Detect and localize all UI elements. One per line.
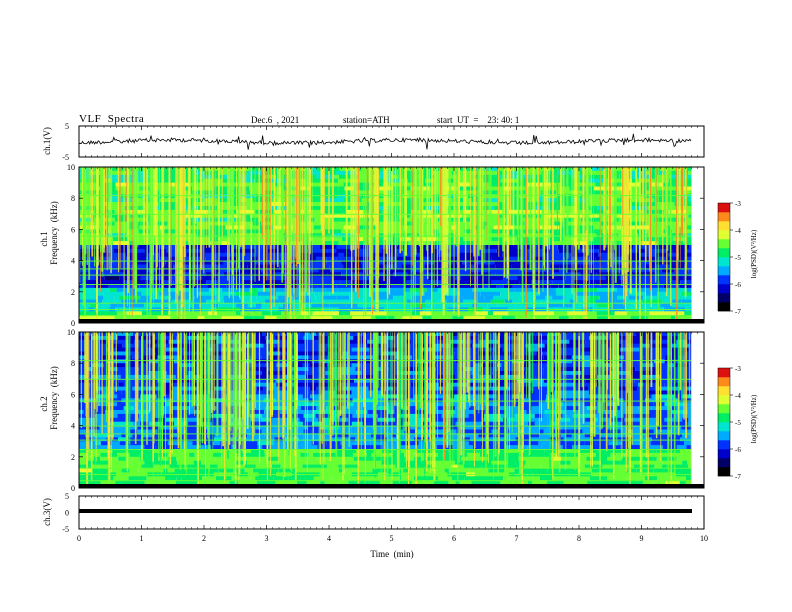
tick-label: -5: [62, 153, 69, 162]
tick-label: 4: [327, 534, 331, 543]
ch1-spectrogram-channel-label: ch.1: [39, 231, 49, 247]
tick-label: 6: [452, 534, 456, 543]
colorbar-tick-label: -7: [735, 308, 741, 316]
colorbar-tick-label: -3: [735, 200, 741, 208]
ch2-spectrogram-ylabel: Frequency (kHz): [49, 366, 59, 430]
x-axis-label: Time (min): [370, 549, 414, 559]
ch2-colorbar: -3 -4 -5 -6 -7: [717, 365, 741, 481]
tick-label: 5: [65, 492, 69, 501]
ch2-colorbar-label: log(PSD)(V²/Hz): [750, 394, 758, 444]
tick-label: 3: [265, 534, 269, 543]
tick-label: 4: [71, 257, 75, 266]
colorbar-tick-label: -6: [735, 281, 741, 289]
ch1-spectrogram-panel: [78, 166, 705, 324]
station-label: station=ATH: [343, 115, 390, 125]
ch1-waveform-ylabel: ch.1(V): [42, 127, 52, 155]
colorbar-tick-label: -6: [735, 446, 741, 454]
ch2-spectrogram-image: [79, 332, 704, 489]
tick-label: 10: [67, 163, 75, 172]
ch1-spectrogram-ylabel: Frequency (kHz): [49, 201, 59, 265]
tick-label: 1: [140, 534, 144, 543]
tick-label: 0: [71, 319, 75, 328]
ch1-waveform-panel: [78, 125, 705, 158]
colorbar-tick-label: -3: [735, 365, 741, 373]
ch2-spectrogram-panel: [78, 331, 705, 489]
tick-label: 0: [71, 484, 75, 493]
tick-label: 2: [202, 534, 206, 543]
colorbar-tick-label: -4: [735, 227, 741, 235]
date-label: Dec.6 , 2021: [251, 115, 300, 125]
tick-label: 8: [71, 194, 75, 203]
colorbar-tick-label: -4: [735, 392, 741, 400]
colorbar-tick-label: -5: [735, 254, 741, 262]
tick-label: 6: [71, 390, 75, 399]
colorbar-tick-label: -7: [735, 473, 741, 481]
ch3-waveform-ylabel: ch.3(V): [42, 498, 52, 526]
colorbar-tick-label: -5: [735, 419, 741, 427]
ch1-waveform-line: [78, 133, 692, 150]
tick-label: 4: [71, 422, 75, 431]
tick-label: 5: [390, 534, 394, 543]
tick-label: 0: [77, 534, 81, 543]
tick-label: 2: [71, 453, 75, 462]
figure-title: VLF Spectra: [79, 113, 145, 125]
tick-label: 0: [65, 509, 69, 518]
tick-label: 10: [700, 534, 708, 543]
tick-label: 8: [577, 534, 581, 543]
ch1-colorbar-label: log(PSD)(V²/Hz): [750, 229, 758, 279]
ch1-colorbar: -3 -4 -5 -6 -7: [717, 200, 741, 316]
tick-label: 2: [71, 288, 75, 297]
ch1-spectrogram-image: [79, 167, 704, 324]
tick-label: 7: [515, 534, 519, 543]
tick-label: 6: [71, 225, 75, 234]
start-time-label: start UT = 23: 40: 1: [437, 115, 520, 125]
tick-label: 9: [640, 534, 644, 543]
ch2-spectrogram-channel-label: ch.2: [39, 396, 49, 412]
ch3-waveform-panel: [78, 495, 705, 530]
tick-label: 5: [65, 122, 69, 131]
tick-label: 10: [67, 328, 75, 337]
tick-label: -5: [62, 525, 69, 534]
tick-label: 8: [71, 359, 75, 368]
ch3-waveform-line: [79, 509, 692, 513]
